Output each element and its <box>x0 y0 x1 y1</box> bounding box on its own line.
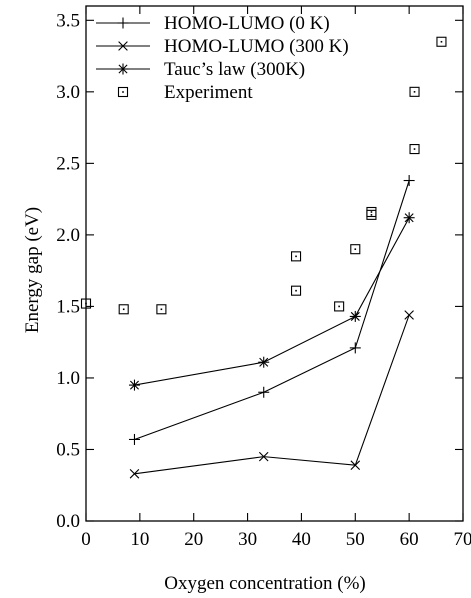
data-point-series-2 <box>258 356 270 368</box>
data-point-series-3 <box>156 304 167 315</box>
series-markers <box>80 36 447 479</box>
y-tick-label: 2.5 <box>56 153 80 174</box>
y-tick-label: 3.5 <box>56 10 80 31</box>
x-tick-label: 70 <box>454 529 471 550</box>
axis-ticks <box>85 6 464 522</box>
data-point-series-3 <box>80 298 92 309</box>
axis-tick-labels: 0 10 20 30 40 50 60 70 0.0 0.5 1.0 1.5 2.0 2.5 3.0 3.5 <box>56 10 471 550</box>
data-point-series-1 <box>258 451 269 462</box>
y-tick-label: 0.0 <box>56 511 80 532</box>
data-point-series-0 <box>349 342 361 354</box>
y-tick-label: 3.0 <box>56 82 80 103</box>
data-point-series-3 <box>334 301 345 312</box>
y-tick-label: 1.5 <box>56 296 80 317</box>
series-line-1 <box>134 314 410 475</box>
legend-marker <box>117 63 129 75</box>
plot-border <box>85 5 464 522</box>
legend-label: HOMO-LUMO (0 K) <box>164 13 330 34</box>
x-tick-label: 10 <box>130 529 149 550</box>
series-lines <box>134 180 410 475</box>
data-point-series-0 <box>128 433 140 445</box>
y-tick-label: 0.5 <box>56 439 80 460</box>
legend-label: HOMO-LUMO (300 K) <box>164 36 349 57</box>
data-point-series-3 <box>436 36 447 47</box>
legend: HOMO-LUMO (0 K)HOMO-LUMO (300 K)Tauc’s l… <box>96 13 349 103</box>
data-point-series-0 <box>403 175 415 187</box>
x-tick-label: 50 <box>346 529 365 550</box>
x-tick-label: 0 <box>81 529 91 550</box>
legend-entry-1: HOMO-LUMO (300 K) <box>96 36 349 57</box>
legend-label: Experiment <box>164 82 253 103</box>
series-line-0 <box>134 180 410 440</box>
x-axis-label: Oxygen concentration (%) <box>164 573 366 594</box>
x-tick-label: 30 <box>238 529 257 550</box>
data-point-series-2 <box>349 310 361 322</box>
data-point-series-2 <box>403 212 415 224</box>
data-point-series-1 <box>129 469 140 479</box>
data-point-series-3 <box>409 144 420 155</box>
legend-entry-3: Experiment <box>117 82 253 103</box>
legend-entry-2: Tauc’s law (300K) <box>96 59 305 80</box>
legend-marker <box>117 86 129 98</box>
data-point-series-1 <box>350 460 361 470</box>
data-point-series-3 <box>290 251 302 262</box>
y-axis-label: Energy gap (eV) <box>22 207 43 333</box>
x-tick-label: 20 <box>184 529 203 550</box>
y-tick-label: 2.0 <box>56 225 80 246</box>
data-point-series-0 <box>258 386 270 398</box>
data-point-series-1 <box>404 310 414 320</box>
legend-label: Tauc’s law (300K) <box>164 59 305 80</box>
y-tick-label: 1.0 <box>56 368 80 389</box>
legend-entry-0: HOMO-LUMO (0 K) <box>96 13 330 34</box>
legend-marker <box>118 41 128 51</box>
x-tick-label: 40 <box>292 529 311 550</box>
legend-marker <box>117 17 129 29</box>
plot-frame <box>85 5 464 522</box>
data-point-series-3 <box>118 304 129 315</box>
data-point-series-3 <box>350 244 361 255</box>
data-point-series-3 <box>366 206 377 218</box>
data-point-series-2 <box>128 379 140 391</box>
data-point-series-3 <box>409 86 420 97</box>
series-line-2 <box>134 217 410 386</box>
x-tick-label: 60 <box>400 529 419 550</box>
data-point-series-3 <box>290 285 302 296</box>
